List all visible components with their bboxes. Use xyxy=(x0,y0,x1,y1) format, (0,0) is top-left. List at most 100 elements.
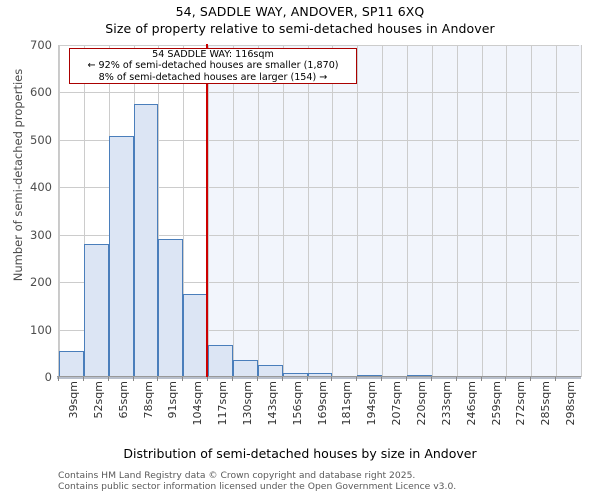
gridline-vertical xyxy=(407,45,408,377)
y-tick-label: 200 xyxy=(30,275,52,290)
gridline-horizontal xyxy=(59,282,579,284)
gridline-horizontal xyxy=(59,234,579,236)
x-tick xyxy=(132,377,134,381)
x-tick-label: 207sqm xyxy=(390,381,404,426)
x-axis-title: Distribution of semi-detached houses by … xyxy=(123,446,477,461)
x-tick xyxy=(381,377,383,381)
x-tick xyxy=(331,377,333,381)
y-axis-title: Number of semi-detached properties xyxy=(11,68,25,282)
footer-line-2: Contains public sector information licen… xyxy=(58,481,457,492)
histogram-bars xyxy=(59,45,579,377)
y-tick-label: 400 xyxy=(30,180,52,195)
x-tick-label: 39sqm xyxy=(67,381,80,419)
x-tick-label: 272sqm xyxy=(514,381,528,426)
x-tick-label: 78sqm xyxy=(141,381,155,419)
x-tick xyxy=(356,377,358,381)
bar xyxy=(158,238,183,377)
x-tick-label: 143sqm xyxy=(265,381,279,426)
gridline-vertical xyxy=(183,45,184,377)
gridline-vertical xyxy=(158,45,159,377)
x-tick xyxy=(555,377,557,381)
gridline-vertical xyxy=(482,45,483,377)
y-axis-labels: 0 100 200 300 400 500 600 700 xyxy=(0,38,52,384)
x-axis-baseline xyxy=(57,377,581,379)
gridline-vertical xyxy=(432,45,433,377)
x-tick-label: 298sqm xyxy=(564,381,578,426)
x-tick xyxy=(430,377,432,381)
bar xyxy=(233,359,258,377)
gridline-vertical xyxy=(556,45,557,377)
x-tick-label: 169sqm xyxy=(315,381,329,426)
x-tick-label: 259sqm xyxy=(489,381,503,426)
page-subtitle: Size of property relative to semi-detach… xyxy=(105,21,495,36)
property-annotation-box: 54 SADDLE WAY: 116sqm ← 92% of semi-deta… xyxy=(69,48,357,84)
attribution-footer: Contains HM Land Registry data © Crown c… xyxy=(58,470,598,492)
x-tick-label: 285sqm xyxy=(539,381,553,426)
x-axis-line xyxy=(57,376,581,377)
x-tick-label: 65sqm xyxy=(116,381,130,419)
gridline-vertical xyxy=(233,45,234,377)
x-tick-label: 194sqm xyxy=(365,381,379,426)
x-tick xyxy=(281,377,283,381)
x-tick-label: 91sqm xyxy=(166,381,180,419)
x-tick xyxy=(480,377,482,381)
x-tick xyxy=(406,377,407,381)
x-tick-label: 130sqm xyxy=(241,381,254,426)
x-tick xyxy=(82,377,84,381)
page-title: 54, SADDLE WAY, ANDOVER, SP11 6XQ xyxy=(175,4,425,19)
gridline-horizontal xyxy=(59,139,579,141)
annotation-line-3: 8% of semi-detached houses are larger (1… xyxy=(98,71,328,83)
gridline-vertical xyxy=(357,45,358,377)
x-tick-label: 52sqm xyxy=(91,381,105,419)
annotation-line-1: 54 SADDLE WAY: 116sqm xyxy=(152,48,274,60)
x-tick xyxy=(455,377,457,381)
x-tick-label: 156sqm xyxy=(290,381,304,426)
gridline-vertical xyxy=(382,45,383,377)
plot-area xyxy=(58,44,582,377)
gridline-horizontal xyxy=(59,187,579,189)
x-tick xyxy=(58,377,59,381)
x-tick xyxy=(107,377,109,381)
annotation-line-2: ← 92% of semi-detached houses are smalle… xyxy=(87,60,339,72)
gridline-vertical xyxy=(308,45,309,377)
x-tick xyxy=(530,377,532,381)
bar xyxy=(59,351,84,377)
bar xyxy=(208,345,233,377)
x-tick-label: 246sqm xyxy=(464,381,478,426)
bar xyxy=(134,104,158,377)
x-tick xyxy=(256,377,258,381)
x-tick xyxy=(306,377,308,381)
gridline-horizontal xyxy=(59,329,579,331)
x-tick-label: 220sqm xyxy=(415,381,428,426)
x-axis-labels: 39sqm 52sqm 65sqm 78sqm 91sqm 104sqm 117sqm 130… xyxy=(58,381,580,441)
x-tick-label: 104sqm xyxy=(191,381,205,426)
gridline-vertical xyxy=(457,45,458,377)
gridline-vertical xyxy=(59,45,60,377)
bar xyxy=(84,243,109,377)
bar xyxy=(109,136,134,377)
gridline-vertical xyxy=(208,45,209,377)
gridline-vertical xyxy=(283,45,284,377)
gridline-vertical xyxy=(506,45,507,377)
x-tick xyxy=(207,377,209,381)
y-tick-label: 600 xyxy=(30,85,52,100)
bar xyxy=(183,293,208,377)
x-tick xyxy=(505,377,507,381)
gridline-horizontal xyxy=(59,92,579,94)
x-tick-label: 117sqm xyxy=(216,381,230,426)
y-tick-label: 700 xyxy=(30,38,52,52)
gridline-horizontal xyxy=(59,45,579,46)
x-tick-label: 233sqm xyxy=(439,381,453,426)
gridline-vertical xyxy=(581,45,582,377)
gridline-vertical xyxy=(531,45,532,377)
y-tick-label: 100 xyxy=(30,322,52,337)
property-size-marker-line xyxy=(206,44,208,377)
footer-line-1: Contains HM Land Registry data © Crown c… xyxy=(58,470,416,481)
y-tick-label: 0 xyxy=(44,370,52,384)
x-tick xyxy=(157,377,159,381)
x-tick xyxy=(232,377,233,381)
gridline-vertical xyxy=(332,45,333,377)
y-tick-label: 500 xyxy=(30,132,52,147)
x-tick xyxy=(182,377,184,381)
